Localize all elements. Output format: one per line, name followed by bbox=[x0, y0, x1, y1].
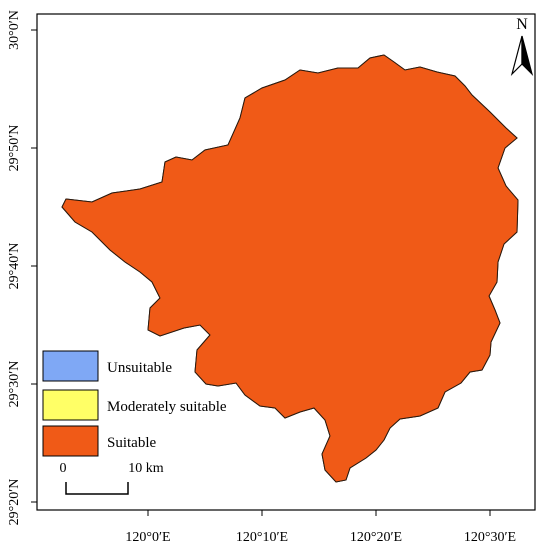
north-arrow-right-icon bbox=[521, 35, 534, 76]
x-tick-label: 120°30′E bbox=[464, 530, 516, 545]
x-tick-label: 120°10′E bbox=[236, 530, 288, 545]
scale-label-end: 10 km bbox=[128, 461, 164, 476]
y-tick-label: 29°50′N bbox=[7, 125, 22, 172]
legend-label-moderately-suitable: Moderately suitable bbox=[107, 399, 227, 415]
x-ticks bbox=[147, 510, 491, 516]
legend-swatch-unsuitable bbox=[42, 350, 99, 382]
north-label: N bbox=[516, 16, 528, 33]
legend-label-unsuitable: Unsuitable bbox=[107, 360, 172, 376]
legend: Unsuitable Moderately suitable Suitable bbox=[42, 350, 227, 457]
y-tick-label: 29°40′N bbox=[7, 243, 22, 290]
legend-swatch-suitable bbox=[42, 425, 99, 457]
scale-label-start: 0 bbox=[60, 461, 67, 476]
x-tick-label: 120°20′E bbox=[350, 530, 402, 545]
y-ticks bbox=[31, 29, 37, 503]
scale-bar-line bbox=[65, 482, 129, 495]
x-tick-label: 120°0′E bbox=[125, 530, 170, 545]
north-arrow: N bbox=[510, 16, 534, 76]
y-tick-label: 29°20′N bbox=[7, 479, 22, 526]
y-tick-label: 29°30′N bbox=[7, 361, 22, 408]
scale-bar: 0 10 km bbox=[60, 461, 164, 495]
y-tick-label: 30°0′N bbox=[7, 10, 22, 50]
legend-swatch-moderately-suitable bbox=[42, 389, 99, 421]
legend-label-suitable: Suitable bbox=[107, 435, 157, 451]
